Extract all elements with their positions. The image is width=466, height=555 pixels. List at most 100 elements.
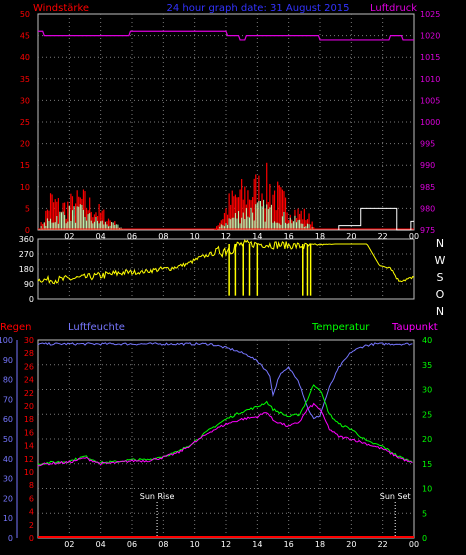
humidity-y-tick: 40	[3, 455, 13, 464]
temp-x-tick: 10	[190, 540, 200, 549]
rain-y-tick: 30	[24, 336, 34, 345]
wind-y-tick: 35	[20, 75, 30, 84]
temp-x-tick: 20	[346, 540, 356, 549]
direction-line	[37, 239, 415, 285]
temp-grid	[38, 340, 414, 538]
humidity-label: Luftfeuchte	[68, 322, 125, 333]
temp-x-tick: 06	[127, 540, 137, 549]
wind-grid	[38, 14, 414, 230]
wind-x-tick: 22	[378, 232, 388, 241]
humidity-y-tick: 30	[3, 475, 13, 484]
wind-x-tick: 20	[346, 232, 356, 241]
sun-marker-label: Sun Rise	[140, 492, 175, 501]
dir-y-tick: 360	[19, 235, 34, 244]
humidity-y-tick: 80	[3, 376, 13, 385]
temp-y-tick: 40	[422, 336, 432, 345]
rain-y-tick: 18	[24, 415, 34, 424]
temperature-label: Temperatur	[311, 322, 370, 333]
pressure-y-tick: 1020	[420, 32, 440, 41]
wind-y-tick: 40	[20, 53, 30, 62]
rain-y-tick: 6	[29, 494, 34, 503]
wind-x-tick: 18	[315, 232, 325, 241]
humidity-y-tick: 10	[3, 514, 13, 523]
dir-label-n-top: N	[436, 237, 444, 250]
temp-x-tick: 12	[221, 540, 231, 549]
rain-y-tick: 14	[24, 442, 34, 451]
dewpoint-line	[37, 402, 413, 467]
pressure-y-tick: 990	[420, 161, 435, 170]
rain-y-tick: 8	[29, 481, 34, 490]
dir-label-w: W	[435, 254, 446, 267]
right-title: Luftdruck	[370, 3, 417, 14]
dir-label-s: S	[437, 271, 444, 284]
dir-y-tick: 0	[29, 295, 34, 304]
dir-label-o: O	[436, 288, 445, 301]
axis-labels: 0510152025303540455097598098599099510001…	[0, 10, 440, 549]
wind-x-tick: 12	[221, 232, 231, 241]
dir-y-tick: 90	[24, 280, 34, 289]
temp-x-tick: 08	[158, 540, 168, 549]
temp-y-tick: 10	[422, 485, 432, 494]
pressure-y-tick: 1025	[420, 10, 440, 19]
rain-y-tick: 4	[29, 508, 34, 517]
pressure-y-tick: 985	[420, 183, 435, 192]
left-title: Windstärke	[33, 3, 89, 14]
wind-y-tick: 0	[25, 226, 30, 235]
wind-x-tick: 02	[64, 232, 74, 241]
rain-y-tick: 2	[29, 521, 34, 530]
wind-y-tick: 5	[25, 204, 30, 213]
temperature-line	[37, 384, 413, 466]
pressure-line	[38, 30, 414, 41]
center-title: 24 hour graph date: 31 August 2015	[166, 3, 349, 14]
wind-x-tick: 04	[96, 232, 106, 241]
temp-x-tick: 22	[378, 540, 388, 549]
wind-series	[38, 30, 414, 231]
rain-y-tick: 24	[24, 376, 34, 385]
temp-x-tick: 00	[409, 540, 419, 549]
wind-y-tick: 30	[20, 96, 30, 105]
wind-x-tick: 16	[284, 232, 294, 241]
temp-y-tick: 15	[422, 460, 432, 469]
late-wind-line	[338, 207, 414, 231]
pressure-y-tick: 975	[420, 226, 435, 235]
pressure-y-tick: 980	[420, 204, 435, 213]
wind-x-tick: 10	[190, 232, 200, 241]
rain-y-tick: 28	[24, 349, 34, 358]
wind-y-tick: 20	[20, 140, 30, 149]
rain-y-tick: 26	[24, 362, 34, 371]
rain-y-tick: 10	[24, 468, 34, 477]
temp-y-tick: 25	[422, 410, 432, 419]
wind-y-tick: 45	[20, 32, 30, 41]
dir-y-tick: 270	[19, 250, 34, 259]
humidity-y-tick: 90	[3, 356, 13, 365]
wind-x-tick: 06	[127, 232, 137, 241]
humidity-y-tick: 20	[3, 494, 13, 503]
temp-y-tick: 30	[422, 386, 432, 395]
wind-y-tick: 10	[20, 183, 30, 192]
direction-series	[37, 239, 415, 296]
rain-y-tick: 12	[24, 455, 34, 464]
dewpoint-label: Taupunkt	[391, 322, 438, 333]
humidity-y-tick: 0	[8, 534, 13, 543]
pressure-y-tick: 1005	[420, 96, 440, 105]
humidity-y-tick: 70	[3, 395, 13, 404]
humidity-y-tick: 100	[0, 336, 13, 345]
pressure-y-tick: 1000	[420, 118, 440, 127]
wind-x-tick: 00	[409, 232, 419, 241]
wind-x-tick: 08	[158, 232, 168, 241]
rain-label: Regen	[0, 322, 32, 333]
wind-y-tick: 15	[20, 161, 30, 170]
humidity-y-tick: 50	[3, 435, 13, 444]
temp-x-tick: 02	[64, 540, 74, 549]
rain-y-tick: 22	[24, 389, 34, 398]
sun-marker-label: Sun Set	[380, 492, 411, 501]
temp-x-tick: 04	[96, 540, 106, 549]
temp-y-tick: 35	[422, 361, 432, 370]
temp-y-tick: 20	[422, 435, 432, 444]
pressure-y-tick: 995	[420, 140, 435, 149]
pressure-y-tick: 1015	[420, 53, 440, 62]
dir-label-n-bottom: N	[436, 305, 444, 318]
wind-y-tick: 50	[20, 10, 30, 19]
temp-x-tick: 18	[315, 540, 325, 549]
